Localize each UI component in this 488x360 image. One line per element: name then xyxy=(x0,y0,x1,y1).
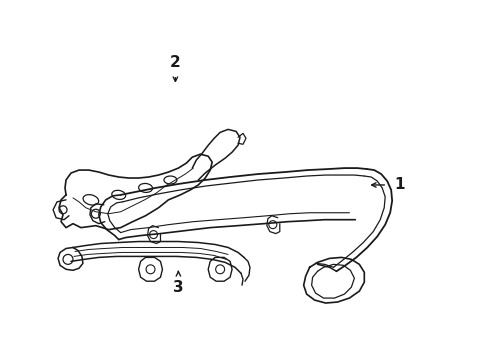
Text: 3: 3 xyxy=(173,280,183,295)
Text: 1: 1 xyxy=(393,177,404,193)
Text: 2: 2 xyxy=(170,55,181,71)
